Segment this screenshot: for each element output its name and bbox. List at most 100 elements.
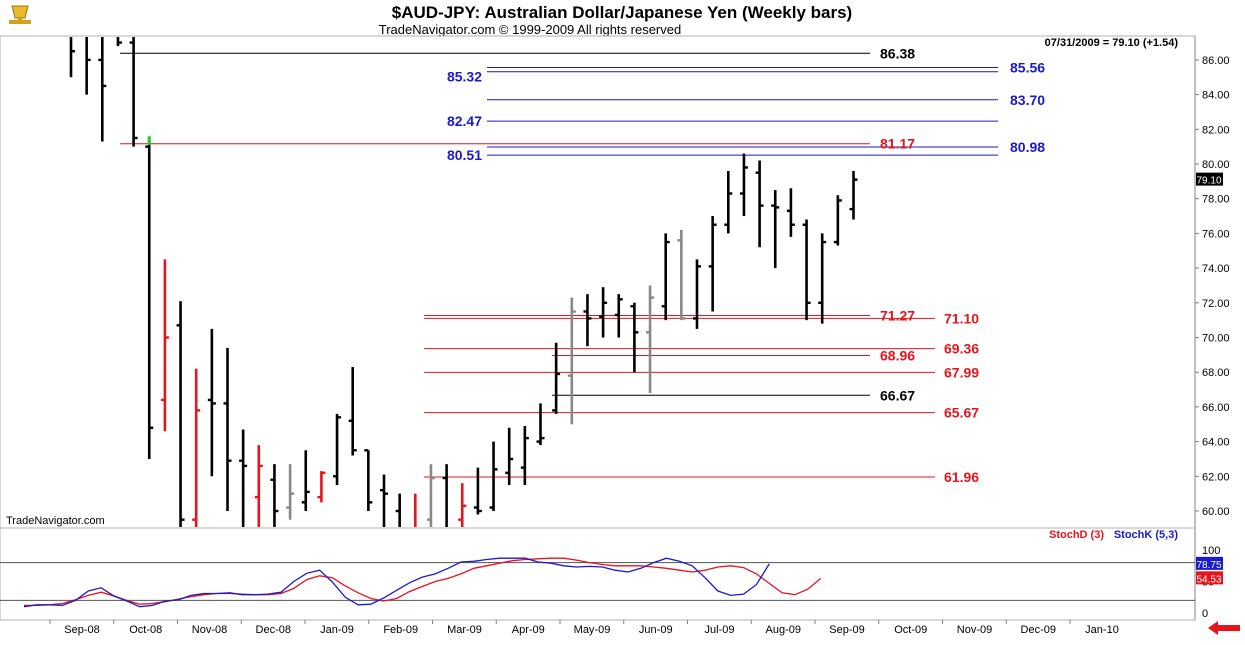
level-label-red: 61.96 [944, 469, 979, 485]
y-tick-label: 78.00 [1202, 194, 1230, 206]
price-flag: 79.10 [1196, 172, 1223, 187]
y-tick-label: 60.00 [1202, 506, 1230, 518]
ohlc-bar [536, 403, 545, 446]
x-tick-label: Dec-08 [256, 624, 291, 636]
stoch-value-flag [1196, 571, 1223, 585]
ohlc-bar [771, 190, 780, 269]
ohlc-bar [693, 259, 701, 329]
level-label-red: 69.36 [944, 341, 979, 357]
x-tick-label: Nov-09 [957, 624, 992, 636]
x-tick-label: Aug-09 [766, 624, 801, 636]
y-tick-label: 86.00 [1202, 55, 1230, 67]
ohlc-bar [364, 449, 373, 511]
x-tick-label: Oct-08 [129, 624, 162, 636]
y-tick-label: 76.00 [1202, 228, 1230, 240]
ohlc-bar [85, 37, 91, 95]
ohlc-bar [630, 302, 639, 373]
level-label-blue: 85.32 [447, 69, 482, 85]
y-tick-label: 72.00 [1202, 298, 1230, 310]
y-tick-label: 70.00 [1202, 333, 1230, 345]
level-label-red: 81.17 [880, 136, 915, 152]
price-flag-label: 79.10 [1196, 176, 1221, 187]
level-label-blue: 82.47 [447, 113, 482, 129]
level-label-red: 68.96 [880, 348, 915, 364]
ohlc-bar [160, 259, 169, 432]
stoch-d-line [24, 557, 822, 607]
y-tick-label: 82.00 [1202, 124, 1230, 136]
ohlc-bar [677, 229, 686, 321]
stoch-value-flag [1196, 556, 1223, 570]
ohlc-bar [473, 467, 482, 515]
ohlc-bar [317, 471, 326, 503]
stoch-tick-label: 100 [1202, 545, 1220, 557]
ohlc-bar [270, 464, 279, 527]
ohlc-bar [489, 441, 498, 511]
ohlc-bar [116, 37, 122, 47]
ohlc-bar [442, 464, 448, 527]
ohlc-bar [567, 297, 576, 425]
ohlc-bar [583, 294, 592, 347]
ohlc-bar [708, 216, 717, 312]
scroll-right-arrow-icon[interactable] [1208, 621, 1240, 635]
x-tick-label: Feb-09 [383, 624, 418, 636]
y-tick-label: 66.00 [1202, 402, 1230, 414]
ohlc-bar [129, 37, 138, 147]
level-label-red: 65.67 [944, 405, 979, 421]
ohlc-bar [348, 366, 357, 456]
level-label-blue: 80.51 [447, 147, 482, 163]
ohlc-bar [301, 450, 310, 511]
legend-stoch-k: StochK (5,3) [1114, 529, 1179, 541]
x-tick-label: Sep-08 [64, 624, 99, 636]
x-tick-label: Mar-09 [447, 624, 482, 636]
x-tick-label: Jul-09 [705, 624, 735, 636]
ohlc-bar [286, 464, 295, 520]
x-tick-label: Jan-09 [320, 624, 354, 636]
stoch-tick-label: 0 [1202, 608, 1208, 620]
ohlc-bar [145, 137, 154, 459]
ohlc-bar [818, 233, 827, 324]
ohlc-bar [207, 328, 216, 477]
y-tick-label: 68.00 [1202, 367, 1230, 379]
ohlc-bar [69, 37, 75, 78]
ohlc-bar [239, 429, 248, 527]
x-tick-label: Apr-09 [512, 624, 545, 636]
ohlc-bar [176, 301, 185, 527]
level-label-red: 67.99 [944, 364, 979, 380]
ohlc-bar [458, 483, 467, 527]
level-label-red: 71.27 [880, 307, 915, 323]
level-label-black: 66.67 [880, 387, 915, 403]
ohlc-bars [69, 37, 858, 527]
last-quote: 07/31/2009 = 79.10 (+1.54) [1045, 37, 1179, 49]
copyright-text: TradeNavigator.com © 1999-2009 All right… [379, 22, 681, 37]
ohlc-bar [786, 188, 795, 237]
ohlc-bar [755, 160, 764, 248]
trophy-logo-icon [9, 5, 31, 24]
y-tick-label: 64.00 [1202, 437, 1230, 449]
stoch-value-label: 78.75 [1196, 560, 1221, 571]
stoch-panel-frame [0, 527, 1196, 621]
watermark: TradeNavigator.com [6, 515, 105, 527]
ohlc-bar [333, 413, 342, 485]
stoch-value-label: 54.53 [1196, 574, 1221, 585]
ohlc-bar [833, 195, 842, 246]
ohlc-bar [192, 368, 201, 527]
ohlc-bar [739, 153, 748, 217]
level-label-blue: 83.70 [1010, 92, 1045, 108]
y-tick-label: 62.00 [1202, 471, 1230, 483]
x-tick-label: Oct-09 [894, 624, 927, 636]
ohlc-bar [426, 464, 435, 527]
y-tick-label: 80.00 [1202, 159, 1230, 171]
x-tick-label: Dec-09 [1021, 624, 1056, 636]
x-tick-label: Jan-10 [1085, 624, 1119, 636]
ohlc-bar [254, 445, 263, 527]
x-tick-label: Nov-08 [192, 624, 227, 636]
x-tick-label: Sep-09 [829, 624, 864, 636]
level-label-black: 86.38 [880, 45, 915, 61]
ohlc-bar [599, 287, 608, 338]
x-tick-label: Jun-09 [639, 624, 673, 636]
stoch-k-line [23, 557, 770, 608]
ohlc-bar [614, 294, 623, 338]
